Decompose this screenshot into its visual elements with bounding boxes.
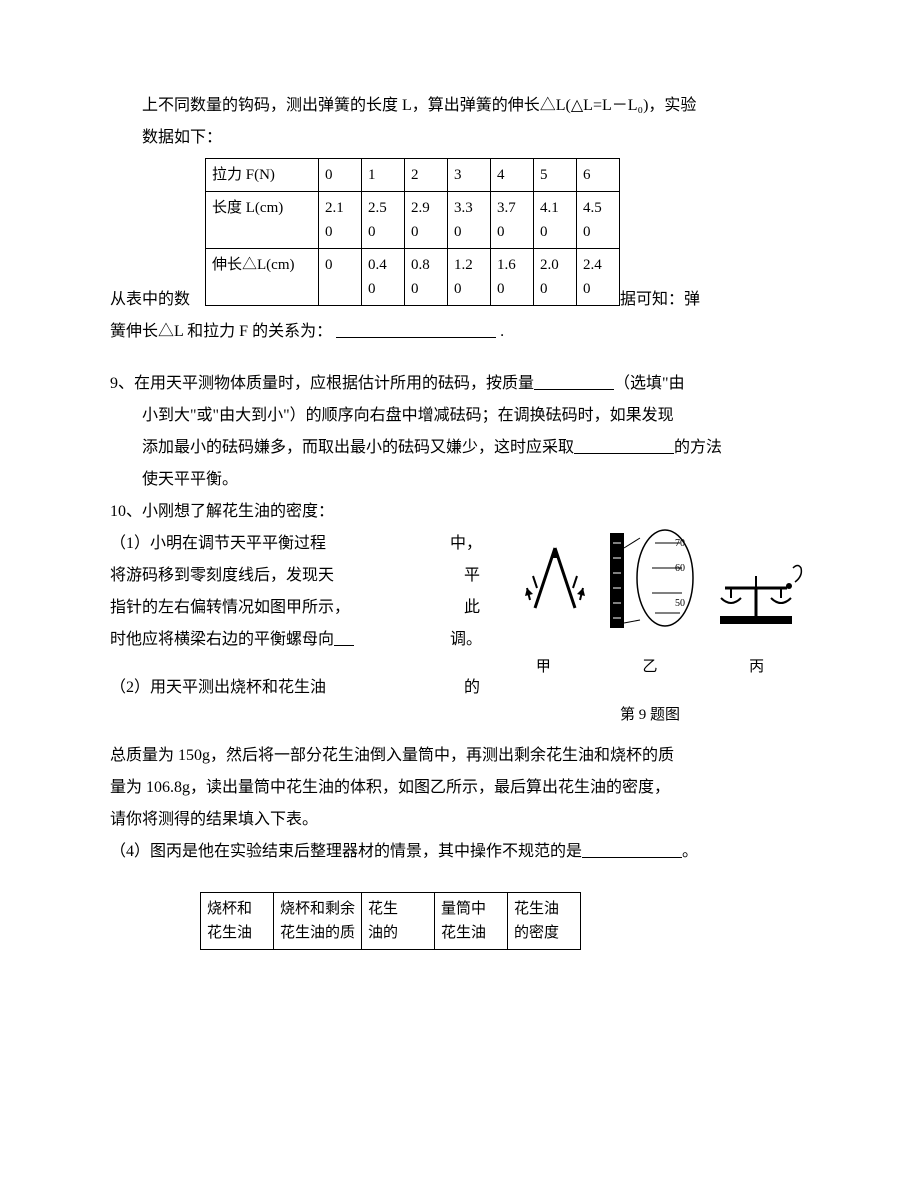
svg-text:50: 50 — [675, 598, 685, 609]
fig-caption: 第 9 题图 — [490, 700, 810, 730]
q10-p1-l1l: （1）小明在调节天平平衡过程 — [110, 528, 326, 560]
cell: 花生油的密度 — [508, 893, 581, 950]
q8-table: 拉力 F(N) 0 1 2 3 4 5 6 长度 L(cm) 2.10 2.50 — [205, 158, 620, 306]
cell: 伸长△L(cm) — [206, 249, 319, 306]
blank-fill[interactable] — [582, 839, 682, 858]
cell: 4.50 — [577, 192, 620, 249]
cell: 4.10 — [534, 192, 577, 249]
q9-text-d: 添加最小的砝码嫌多，而取出最小的砝码又嫌少，这时应采取 — [142, 439, 574, 456]
cell: 烧杯和剩余花生油的质 — [274, 893, 362, 950]
q10-p1-l1r: 中， — [450, 528, 480, 560]
q10-p2-head: （2）用天平测出烧杯和花生油 — [110, 672, 326, 704]
cell: 4 — [491, 159, 534, 192]
q10: 10、小刚想了解花生油的密度： — [110, 496, 810, 740]
fig-label-b: 乙 — [642, 652, 657, 682]
cell: 0 — [319, 159, 362, 192]
cell: 2.90 — [405, 192, 448, 249]
cell: 3.30 — [448, 192, 491, 249]
cell: 量筒中花生油 — [435, 893, 508, 950]
blank-fill[interactable] — [574, 435, 674, 454]
q10-p2-line4: 请你将测得的结果填入下表。 — [110, 804, 810, 836]
q10-p1-l2l: 将游码移到零刻度线后，发现天 — [110, 560, 334, 592]
q10-p4-end: 。 — [682, 843, 698, 860]
q10-figure: 70 60 50 — [490, 528, 810, 730]
q10-p1-l4l: 时他应将横梁右边的平衡螺母向 — [110, 631, 334, 648]
period: . — [500, 323, 504, 340]
cell: 3 — [448, 159, 491, 192]
q8-conclusion: 簧伸长△L 和拉力 F 的关系为： . — [110, 316, 810, 348]
cell: 1.60 — [491, 249, 534, 306]
cell: 烧杯和花生油 — [201, 893, 274, 950]
cell: 0.40 — [362, 249, 405, 306]
cell: 花生油的 — [362, 893, 435, 950]
blank-fill[interactable] — [336, 319, 496, 338]
apparatus-icon: 70 60 50 — [495, 528, 805, 648]
q8-intro-line2: 数据如下： — [110, 122, 810, 154]
q10-p2-line2: 总质量为 150g，然后将一部分花生油倒入量筒中，再测出剩余花生油和烧杯的质 — [110, 740, 810, 772]
q9: 9、在用天平测物体质量时，应根据估计所用的砝码，按质量 （选填"由 小到大"或"由… — [110, 368, 810, 496]
cell: 长度 L(cm) — [206, 192, 319, 249]
q8-intro-line1: 上不同数量的钩码，测出弹簧的长度 L，算出弹簧的伸长△L(△L=L－L₀)，实验 — [110, 90, 810, 122]
fig-labels: 甲 乙 丙 — [490, 652, 810, 682]
cell: 1.20 — [448, 249, 491, 306]
q10-num: 10、 — [110, 503, 142, 520]
q9-text-f: 使天平平衡。 — [142, 471, 238, 488]
q8-conc-text: 簧伸长△L 和拉力 F 的关系为： — [110, 323, 332, 340]
q9-num: 9、 — [110, 375, 134, 392]
cell: 2.40 — [577, 249, 620, 306]
q8-left-text: 从表中的数 — [110, 154, 205, 316]
q9-text-b: （选填"由 — [614, 375, 685, 392]
q10-title: 小刚想了解花生油的密度： — [142, 503, 334, 520]
cell: 5 — [534, 159, 577, 192]
q8-right-text: 据可知：弹 — [620, 154, 715, 316]
cell: 0 — [319, 249, 362, 306]
q8-table-wrap: 从表中的数 拉力 F(N) 0 1 2 3 4 5 6 长度 L(cm) 2.1… — [110, 154, 810, 316]
q10-p1-l4r: 调。 — [450, 624, 480, 656]
q10-p4-text: （4）图丙是他在实验结束后整理器材的情景，其中操作不规范的是 — [110, 843, 582, 860]
q9-text-e: 的方法 — [674, 439, 722, 456]
cell: 2 — [405, 159, 448, 192]
blank-fill[interactable] — [334, 627, 354, 646]
cell: 2.00 — [534, 249, 577, 306]
table-row: 伸长△L(cm) 0 0.40 0.80 1.20 1.60 — [206, 249, 620, 306]
cell: 1 — [362, 159, 405, 192]
q10-p1-l3l: 指针的左右偏转情况如图甲所示， — [110, 592, 350, 624]
q10-p2-tail: 的 — [450, 672, 480, 704]
q8-intro: 上不同数量的钩码，测出弹簧的长度 L，算出弹簧的伸长△L(△L=L－L₀)，实验… — [110, 90, 810, 154]
table-row: 长度 L(cm) 2.10 2.50 2.90 3.30 3.70 — [206, 192, 620, 249]
q10-p2-line3: 量为 106.8g，读出量筒中花生油的体积，如图乙所示，最后算出花生油的密度， — [110, 772, 810, 804]
q10-table: 烧杯和花生油 烧杯和剩余花生油的质 花生油的 量筒中花生油 花生油的密度 — [200, 892, 581, 950]
blank-fill[interactable] — [534, 371, 614, 390]
cell: 2.50 — [362, 192, 405, 249]
q9-text-c: 小到大"或"由大到小"）的顺序向右盘中增减砝码；在调换砝码时，如果发现 — [142, 407, 674, 424]
fig-label-c: 丙 — [749, 652, 764, 682]
cell: 0.80 — [405, 249, 448, 306]
q10-p1-l3r: 此 — [450, 592, 480, 624]
fig-label-a: 甲 — [536, 652, 551, 682]
cell: 2.10 — [319, 192, 362, 249]
q10-p1-l2r: 平 — [450, 560, 480, 592]
table-row: 拉力 F(N) 0 1 2 3 4 5 6 — [206, 159, 620, 192]
q9-text-a: 在用天平测物体质量时，应根据估计所用的砝码，按质量 — [134, 375, 534, 392]
cell: 3.70 — [491, 192, 534, 249]
cell: 6 — [577, 159, 620, 192]
cell: 拉力 F(N) — [206, 159, 319, 192]
table-row: 烧杯和花生油 烧杯和剩余花生油的质 花生油的 量筒中花生油 花生油的密度 — [201, 893, 581, 950]
